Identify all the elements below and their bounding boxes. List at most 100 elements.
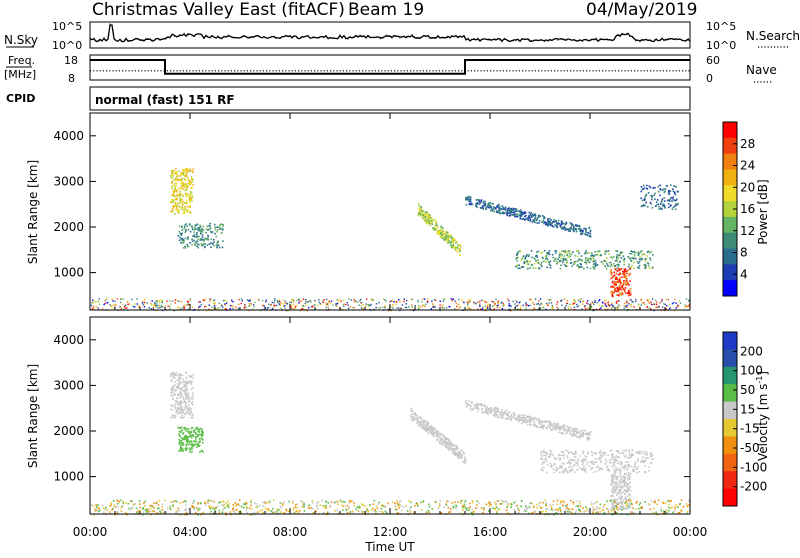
scatter-cell	[523, 266, 525, 268]
scatter-cell	[396, 307, 397, 308]
scatter-cell	[183, 416, 185, 418]
scatter-cell	[194, 224, 196, 226]
scatter-cell	[408, 306, 409, 307]
scatter-cell	[572, 509, 574, 511]
scatter-cell	[218, 502, 220, 504]
scatter-cell	[569, 255, 571, 257]
scatter-cell	[523, 255, 525, 257]
scatter-cell	[566, 254, 568, 256]
colorbar-swatch	[723, 280, 737, 296]
scatter-cell	[453, 507, 455, 509]
scatter-cell	[262, 300, 263, 301]
scatter-cell	[483, 201, 485, 203]
scatter-cell	[238, 304, 239, 305]
scatter-cell	[565, 265, 567, 267]
scatter-cell	[223, 300, 224, 301]
scatter-cell	[555, 258, 557, 260]
scatter-cell	[457, 244, 459, 246]
scatter-cell	[625, 293, 627, 295]
scatter-cell	[623, 284, 625, 286]
scatter-cell	[619, 481, 621, 483]
scatter-cell	[501, 205, 503, 207]
scatter-cell	[553, 219, 555, 221]
scatter-cell	[473, 302, 474, 303]
scatter-cell	[523, 510, 525, 512]
scatter-cell	[612, 291, 614, 293]
scatter-cell	[453, 247, 455, 249]
scatter-cell	[635, 469, 637, 471]
scatter-cell	[471, 203, 473, 205]
scatter-cell	[390, 301, 391, 302]
scatter-cell	[207, 235, 209, 237]
scatter-cell	[187, 237, 189, 239]
frequency-panel	[90, 55, 690, 80]
scatter-cell	[199, 229, 201, 231]
scatter-cell	[585, 234, 587, 236]
scatter-cell	[452, 298, 453, 299]
scatter-cell	[599, 458, 601, 460]
scatter-cell	[188, 404, 190, 406]
scatter-cell	[672, 198, 674, 200]
scatter-cell	[649, 307, 650, 308]
scatter-cell	[619, 274, 621, 276]
scatter-cell	[619, 463, 621, 465]
scatter-cell	[534, 420, 536, 422]
scatter-cell	[536, 222, 538, 224]
scatter-cell	[213, 307, 214, 308]
scatter-cell	[661, 301, 662, 302]
scatter-cell	[493, 414, 495, 416]
scatter-cell	[459, 250, 461, 252]
scatter-cell	[469, 196, 471, 198]
scatter-cell	[435, 229, 437, 231]
scatter-cell	[628, 266, 630, 268]
scatter-cell	[110, 502, 112, 504]
scatter-cell	[523, 212, 525, 214]
scatter-cell	[222, 306, 223, 307]
scatter-cell	[186, 223, 188, 225]
scatter-cell	[95, 504, 97, 506]
scatter-cell	[458, 299, 459, 300]
scatter-cell	[623, 289, 625, 291]
scatter-cell	[222, 240, 224, 242]
scatter-cell	[424, 306, 425, 307]
scatter-cell	[316, 506, 318, 508]
scatter-cell	[534, 425, 536, 427]
scatter-cell	[183, 409, 185, 411]
scatter-cell	[361, 511, 363, 513]
scatter-cell	[536, 419, 538, 421]
scatter-cell	[641, 303, 642, 304]
scatter-cell	[172, 210, 174, 212]
scatter-cell	[606, 257, 608, 259]
scatter-cell	[185, 232, 187, 234]
scatter-cell	[216, 236, 218, 238]
scatter-cell	[417, 300, 418, 301]
scatter-cell	[198, 244, 200, 246]
scatter-cell	[248, 300, 249, 301]
scatter-cell	[625, 505, 627, 507]
scatter-cell	[292, 500, 294, 502]
scatter-cell	[554, 458, 556, 460]
scatter-cell	[191, 417, 193, 419]
scatter-cell	[405, 505, 407, 507]
scatter-cell	[180, 377, 182, 379]
scatter-cell	[549, 427, 551, 429]
scatter-cell	[608, 301, 609, 302]
scatter-cell	[651, 199, 653, 201]
scatter-cell	[177, 205, 179, 207]
scatter-cell	[611, 274, 613, 276]
scatter-cell	[177, 179, 179, 181]
scatter-cell	[195, 432, 197, 434]
scatter-cell	[490, 407, 492, 409]
scatter-cell	[668, 203, 670, 205]
scatter-cell	[558, 222, 560, 224]
scatter-cell	[504, 412, 506, 414]
scatter-cell	[183, 169, 185, 171]
noise-left-tick-bottom: 10^0	[52, 39, 82, 52]
scatter-cell	[186, 200, 188, 202]
colorbar-swatch	[723, 154, 737, 170]
scatter-cell	[442, 444, 444, 446]
scatter-cell	[560, 511, 562, 513]
scatter-cell	[627, 495, 629, 497]
scatter-cell	[195, 236, 197, 238]
scatter-cell	[432, 306, 433, 307]
